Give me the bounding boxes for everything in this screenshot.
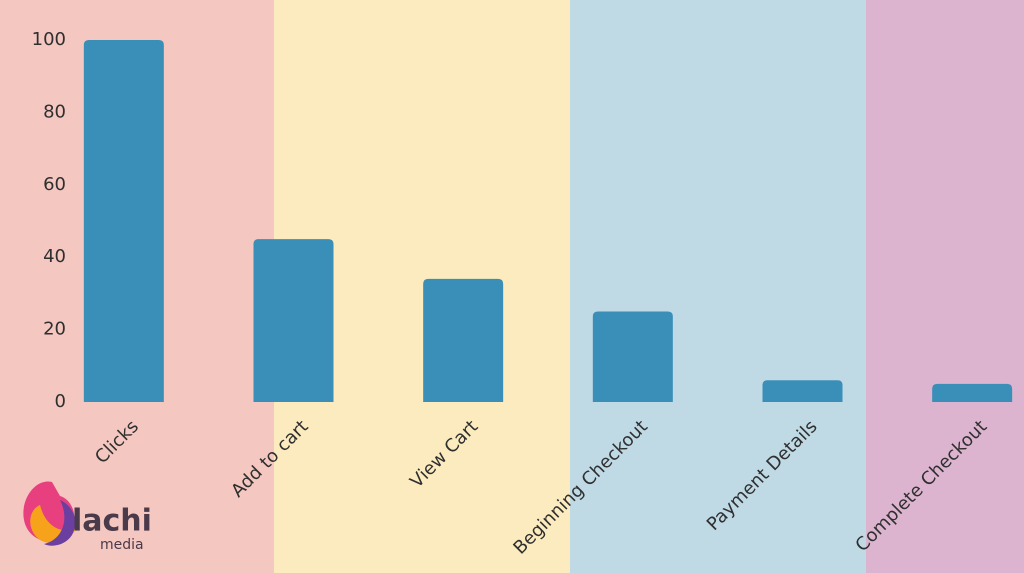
y-tick-label: 40 bbox=[43, 246, 66, 267]
bar bbox=[932, 383, 1013, 402]
stage-band bbox=[570, 0, 866, 573]
logo-name: lachi bbox=[72, 504, 152, 539]
y-tick-label: 80 bbox=[43, 101, 66, 122]
bar bbox=[592, 311, 673, 402]
bar bbox=[423, 278, 504, 402]
logo: lachi media bbox=[23, 481, 152, 553]
y-tick-label: 60 bbox=[43, 174, 66, 195]
bar bbox=[253, 239, 334, 402]
bar bbox=[762, 380, 843, 402]
logo-tagline: media bbox=[100, 537, 144, 553]
y-tick-label: 20 bbox=[43, 319, 66, 340]
stage-band bbox=[866, 0, 1024, 573]
y-tick-label: 0 bbox=[55, 391, 66, 412]
logo-blob bbox=[44, 500, 76, 546]
bar bbox=[83, 40, 164, 402]
y-tick-label: 100 bbox=[32, 29, 66, 50]
